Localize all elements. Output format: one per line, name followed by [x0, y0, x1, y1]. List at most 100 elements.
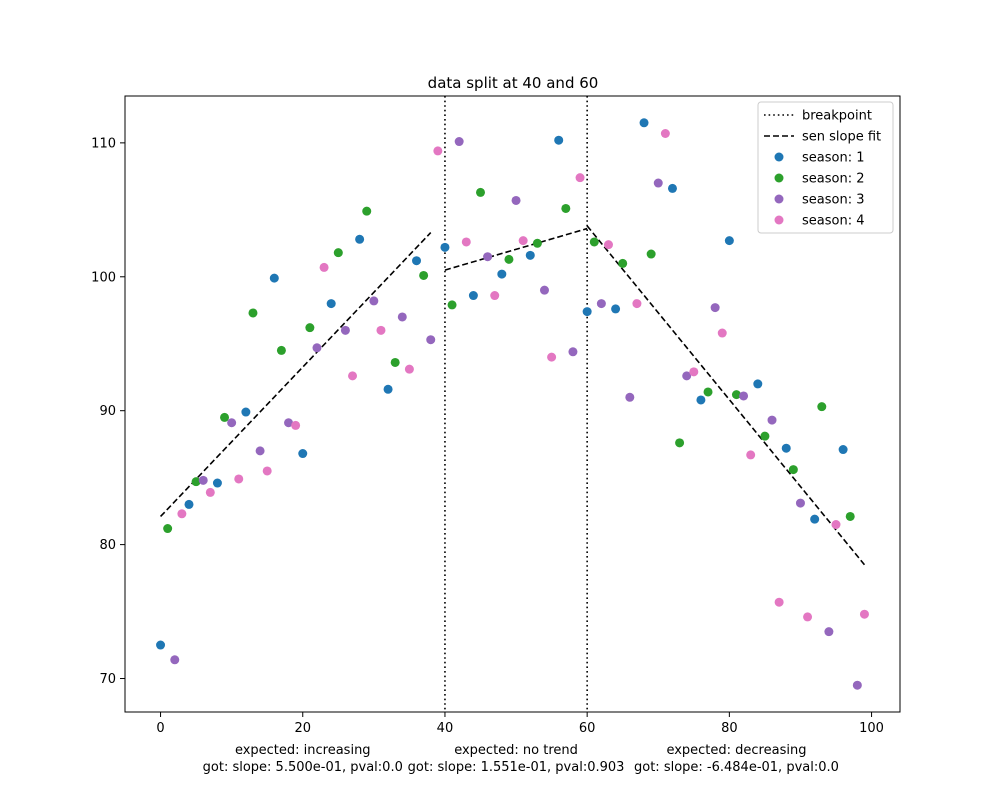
- point-season-3-1: [198, 475, 208, 485]
- point-season-2-24: [845, 511, 855, 521]
- point-season-1-17: [639, 118, 649, 128]
- legend-box: [757, 101, 894, 234]
- legend-season-3-marker: [774, 194, 784, 204]
- point-season-1-6: [326, 299, 336, 309]
- legend-season-2-marker: [774, 173, 784, 183]
- point-season-1-3: [241, 407, 251, 417]
- point-season-3-16: [625, 392, 635, 402]
- point-season-2-3: [248, 308, 258, 318]
- point-season-4-14: [575, 173, 585, 183]
- point-season-4-17: [660, 128, 670, 138]
- point-season-1-9: [412, 256, 422, 266]
- point-season-3-11: [483, 252, 493, 262]
- legend-season-4-label: season: 4: [802, 214, 865, 229]
- point-season-2-7: [362, 206, 372, 216]
- point-season-3-14: [568, 347, 578, 357]
- legend-season-4-marker: [774, 215, 784, 225]
- point-season-1-7: [355, 234, 365, 244]
- point-season-2-16: [618, 258, 628, 268]
- sen-slope-fit-segment-2: [586, 225, 866, 566]
- point-season-1-2: [212, 478, 222, 488]
- point-season-4-7: [376, 325, 386, 335]
- point-season-4-6: [348, 371, 358, 381]
- point-season-3-9: [426, 335, 436, 345]
- x-tick-label-40: 40: [437, 721, 454, 736]
- legend-season-2-label: season: 2: [802, 172, 865, 187]
- x-tick-label-80: 80: [721, 721, 738, 736]
- legend-breakpoint-label: breakpoint: [802, 109, 872, 124]
- point-season-2-23: [817, 402, 827, 412]
- legend-season-1-marker: [774, 152, 784, 162]
- point-season-3-2: [227, 418, 237, 428]
- point-season-3-13: [539, 285, 549, 295]
- point-season-2-13: [532, 238, 542, 248]
- sen-slope-fit-segment-0: [159, 232, 432, 518]
- annotation-2-line-0: expected: decreasing: [666, 743, 806, 758]
- point-season-3-20: [739, 391, 749, 401]
- point-season-1-24: [838, 445, 848, 455]
- point-season-2-11: [476, 187, 486, 197]
- y-tick-label-110: 110: [91, 136, 116, 151]
- point-season-2-17: [646, 249, 656, 259]
- point-season-3-8: [397, 312, 407, 322]
- point-season-3-5: [312, 343, 322, 353]
- y-tick-label-100: 100: [91, 270, 116, 285]
- point-season-2-6: [333, 248, 343, 258]
- point-season-2-5: [305, 323, 315, 333]
- point-season-1-15: [582, 307, 592, 317]
- point-season-1-16: [611, 304, 621, 314]
- point-season-4-20: [746, 450, 756, 460]
- point-season-3-3: [255, 446, 265, 456]
- x-tick-label-0: 0: [156, 721, 164, 736]
- point-season-3-19: [710, 303, 720, 313]
- point-season-2-10: [447, 300, 457, 310]
- point-season-3-17: [653, 178, 663, 188]
- annotation-0-line-1: got: slope: 5.500e-01, pval:0.0: [203, 760, 403, 775]
- y-tick-label-80: 80: [99, 538, 116, 553]
- point-season-3-4: [284, 418, 294, 428]
- annotation-1-line-1: got: slope: 1.551e-01, pval:0.903: [408, 760, 625, 775]
- point-season-1-12: [497, 269, 507, 279]
- point-season-3-10: [454, 137, 464, 147]
- point-season-4-13: [547, 352, 557, 362]
- point-season-4-10: [461, 237, 471, 247]
- annotation-1-line-0: expected: no trend: [454, 743, 578, 758]
- annotation-0-line-0: expected: increasing: [235, 743, 371, 758]
- point-season-4-11: [490, 291, 500, 301]
- point-season-1-11: [468, 291, 478, 301]
- point-season-3-21: [767, 415, 777, 425]
- point-season-4-16: [632, 299, 642, 309]
- point-season-2-20: [731, 390, 741, 400]
- point-season-4-1: [205, 487, 215, 497]
- point-season-1-20: [724, 236, 734, 246]
- axes-frame: [124, 95, 901, 713]
- point-season-3-6: [340, 325, 350, 335]
- legend-season-1-label: season: 1: [802, 151, 865, 166]
- point-season-1-13: [525, 250, 535, 260]
- point-season-3-22: [795, 498, 805, 508]
- y-tick-label-90: 90: [99, 404, 116, 419]
- annotation-2-line-1: got: slope: -6.484e-01, pval:0.0: [634, 760, 839, 775]
- point-season-1-18: [667, 183, 677, 193]
- point-season-3-7: [369, 296, 379, 306]
- point-season-2-19: [703, 387, 713, 397]
- point-season-1-4: [269, 273, 279, 283]
- point-season-1-19: [696, 395, 706, 405]
- plot-area: [156, 96, 869, 712]
- point-season-4-22: [803, 612, 813, 622]
- point-season-4-5: [319, 262, 329, 272]
- legend-season-3-label: season: 3: [802, 193, 865, 208]
- point-season-2-21: [760, 431, 770, 441]
- point-season-4-24: [859, 609, 869, 619]
- point-season-2-9: [419, 270, 429, 280]
- point-season-3-12: [511, 195, 521, 205]
- point-season-4-2: [234, 474, 244, 484]
- point-season-1-0: [156, 640, 166, 650]
- point-season-4-8: [404, 364, 414, 374]
- point-season-4-19: [717, 328, 727, 338]
- chart-title: data split at 40 and 60: [428, 74, 599, 92]
- point-season-1-8: [383, 384, 393, 394]
- point-season-2-18: [675, 438, 685, 448]
- point-season-2-14: [561, 203, 571, 213]
- point-season-2-0: [163, 524, 173, 534]
